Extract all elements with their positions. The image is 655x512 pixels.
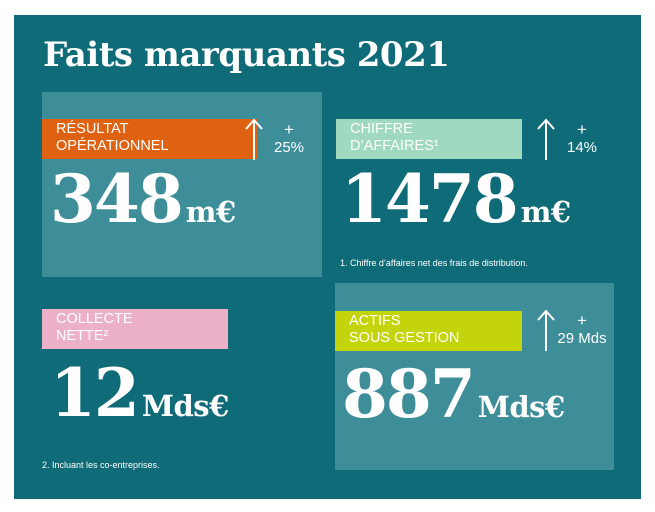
collecte-footnote: 2. Incluant les co-entreprises.	[42, 460, 160, 470]
actifs-value: 887 Mds€	[342, 355, 565, 433]
resultat-unit: m€	[185, 195, 236, 229]
actifs-label-line2: SOUS GESTION	[349, 330, 460, 346]
actifs-unit: Mds€	[477, 390, 565, 424]
actifs-delta: + 29 Mds	[550, 312, 614, 348]
chiffre-delta: + 14%	[557, 121, 607, 157]
collecte-label: COLLECTE NETTE²	[42, 309, 228, 349]
resultat-label: RÉSULTAT OPÉRATIONNEL	[42, 119, 257, 159]
resultat-label-line2: OPÉRATIONNEL	[56, 138, 169, 154]
collecte-label-line1: COLLECTE	[56, 311, 133, 327]
collecte-number: 12	[50, 354, 140, 432]
collecte-label-line2: NETTE²	[56, 328, 109, 344]
resultat-number: 348	[50, 160, 184, 238]
chiffre-value: 1478 m€	[341, 160, 571, 238]
chiffre-number: 1478	[341, 160, 519, 238]
arrow-up-icon	[537, 309, 555, 351]
collecte-unit: Mds€	[141, 389, 229, 423]
resultat-delta-value: 25%	[273, 139, 305, 156]
actifs-label: ACTIFS SOUS GESTION	[335, 311, 522, 351]
actifs-number: 887	[342, 355, 476, 433]
resultat-label-line1: RÉSULTAT	[56, 121, 129, 137]
collecte-value: 12 Mds€	[50, 354, 229, 432]
chiffre-unit: m€	[520, 195, 571, 229]
actifs-label-line1: ACTIFS	[349, 313, 401, 329]
actifs-delta-value: 29 Mds	[557, 330, 607, 347]
chiffre-label: CHIFFRE D’AFFAIRES¹	[336, 119, 522, 159]
resultat-value: 348 m€	[50, 160, 236, 238]
highlights-panel: Faits marquants 2021 RÉSULTAT OPÉRATIONN…	[14, 15, 641, 499]
page-title: Faits marquants 2021	[43, 35, 450, 75]
chiffre-footnote: 1. Chiffre d’affaires net des frais de d…	[340, 258, 528, 268]
chiffre-label-line1: CHIFFRE	[350, 121, 413, 137]
arrow-up-icon	[245, 118, 263, 160]
chiffre-delta-sign: +	[577, 120, 587, 139]
resultat-delta: + 25%	[264, 121, 314, 157]
resultat-delta-sign: +	[284, 120, 294, 139]
chiffre-label-line2: D’AFFAIRES¹	[350, 138, 439, 154]
actifs-delta-sign: +	[577, 311, 587, 330]
chiffre-delta-value: 14%	[566, 139, 598, 156]
arrow-up-icon	[537, 118, 555, 160]
